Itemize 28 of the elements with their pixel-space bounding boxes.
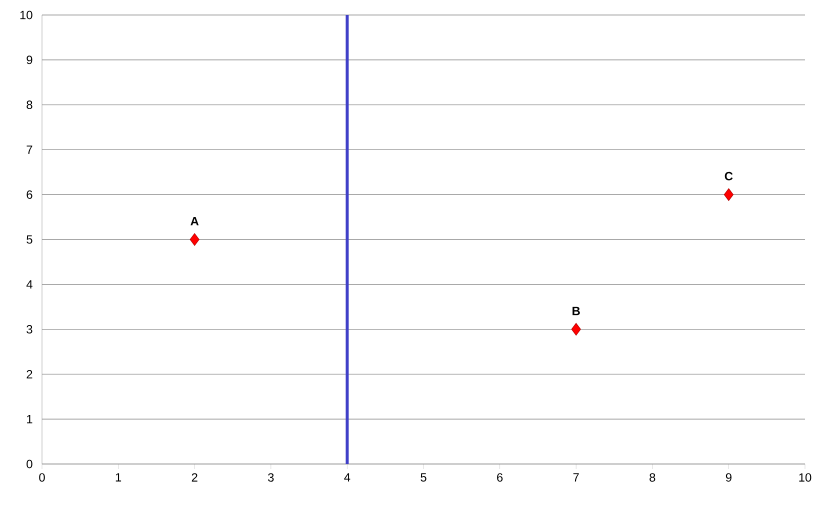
annotation: A <box>190 217 199 226</box>
y-tick-label: 5 <box>26 235 32 244</box>
x-tick-label: 7 <box>573 473 579 482</box>
y-tick-label: 9 <box>26 56 32 64</box>
y-tick-label: 7 <box>26 146 32 154</box>
y-tick-label: 0 <box>26 460 32 468</box>
x-tick-label: 10 <box>799 473 812 482</box>
x-tick-label: 4 <box>344 473 350 482</box>
point <box>190 233 200 246</box>
x-tick-label: 6 <box>497 473 503 482</box>
x-tick-label: 0 <box>39 473 45 482</box>
point <box>571 323 581 336</box>
x-tick-label: 9 <box>726 473 732 482</box>
annotation: B <box>572 306 580 316</box>
y-tick-label: 4 <box>26 280 32 289</box>
y-tick-label: 8 <box>26 100 32 110</box>
x-tick-label: 5 <box>420 473 426 482</box>
y-tick-label: 2 <box>26 370 32 378</box>
x-tick-label: 1 <box>116 473 122 482</box>
x-tick-label: 3 <box>268 473 274 482</box>
annotation: C <box>724 172 733 180</box>
y-tick-label: 6 <box>26 190 32 199</box>
y-tick-label: 10 <box>20 10 32 20</box>
y-tick-label: 3 <box>26 325 32 334</box>
point <box>724 188 734 201</box>
y-tick-label: 1 <box>27 414 32 424</box>
x-tick-label: 2 <box>192 473 198 482</box>
x-tick-label: 8 <box>650 473 656 482</box>
